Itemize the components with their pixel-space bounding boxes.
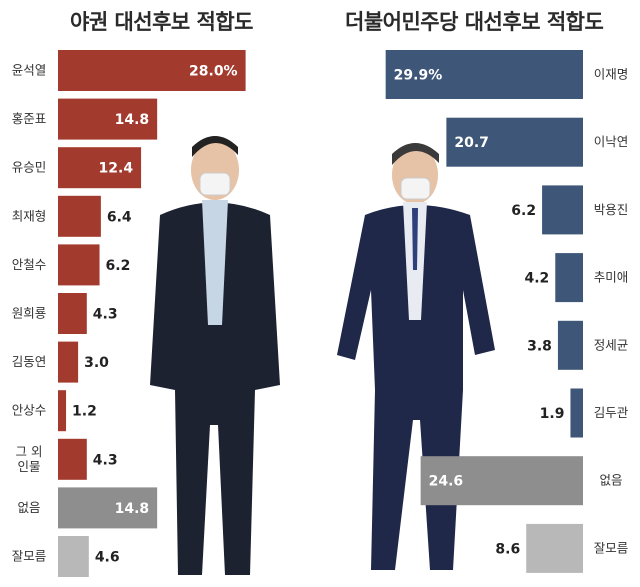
left-bar-8: [58, 438, 87, 480]
right-value-label-0: 29.9%: [394, 68, 443, 84]
left-bar-1: [58, 98, 158, 140]
right-category-label-6: 없음: [599, 473, 622, 488]
left-bar-7: [58, 390, 67, 432]
right-category-label-0: 이재명: [594, 67, 629, 82]
right-value-label-2: 6.2: [511, 203, 536, 219]
left-category-label-9: 없음: [17, 500, 40, 515]
right-value-label-5: 1.9: [540, 406, 565, 422]
right-category-label-7: 잘모름: [594, 540, 629, 555]
left-category-label-1: 홍준표: [12, 111, 47, 126]
left-category-label-10: 잘모름: [12, 549, 47, 564]
left-bar-3: [58, 195, 101, 237]
right-value-label-1: 20.7: [454, 135, 489, 151]
left-value-label-1: 14.8: [115, 112, 150, 128]
left-category-label-6: 김동연: [12, 354, 47, 369]
right-bar-6: [420, 456, 583, 506]
left-bar-2: [58, 147, 142, 189]
right-bar-5: [570, 388, 583, 438]
left-value-label-4: 6.2: [106, 258, 131, 274]
left-value-label-8: 4.3: [93, 452, 118, 468]
left-category-label-7: 안상수: [12, 403, 47, 418]
right-bar-1: [446, 117, 583, 167]
left-bar-0: [58, 50, 246, 91]
right-category-label-4: 정세균: [594, 337, 629, 352]
left-value-label-5: 4.3: [93, 307, 118, 323]
left-value-label-2: 12.4: [99, 161, 134, 177]
right-bar-0: [385, 50, 583, 99]
left-value-label-9: 14.8: [115, 501, 150, 517]
left-category-label-4: 안철수: [12, 257, 47, 272]
left-category-label-2: 유승민: [12, 160, 47, 175]
right-category-label-2: 박용진: [594, 202, 629, 217]
right-value-label-6: 24.6: [429, 474, 464, 490]
right-value-label-7: 8.6: [495, 541, 520, 557]
right-category-label-5: 김두관: [594, 405, 629, 420]
left-category-label-3: 최재형: [12, 208, 47, 223]
left-category-label-5: 원희룡: [12, 306, 47, 321]
left-value-label-0: 28.0%: [189, 64, 238, 80]
left-value-label-3: 6.4: [107, 209, 132, 225]
left-chart-title: 야권 대선후보 적합도: [70, 10, 254, 34]
right-value-label-4: 3.8: [527, 338, 552, 354]
right-bar-4: [557, 320, 583, 370]
left-bar-4: [58, 244, 100, 286]
right-category-label-3: 추미애: [594, 270, 629, 285]
right-category-label-1: 이낙연: [594, 134, 629, 149]
right-bar-3: [555, 253, 583, 303]
left-value-label-7: 1.2: [72, 404, 97, 420]
left-person-figure: [150, 136, 280, 575]
right-chart-title: 더불어민주당 대선후보 적합도: [345, 10, 604, 34]
right-bar-7: [526, 523, 583, 573]
left-category-label-8: 그 외 인물: [16, 444, 43, 474]
left-value-label-10: 4.6: [95, 550, 120, 566]
left-value-label-6: 3.0: [84, 355, 109, 371]
left-bar-9: [58, 487, 158, 529]
right-value-label-3: 4.2: [524, 271, 549, 287]
left-bar-10: [58, 536, 89, 577]
left-category-label-0: 윤석열: [12, 63, 47, 78]
right-bar-2: [542, 185, 583, 235]
left-bar-6: [58, 341, 79, 383]
left-bar-5: [58, 293, 87, 334]
